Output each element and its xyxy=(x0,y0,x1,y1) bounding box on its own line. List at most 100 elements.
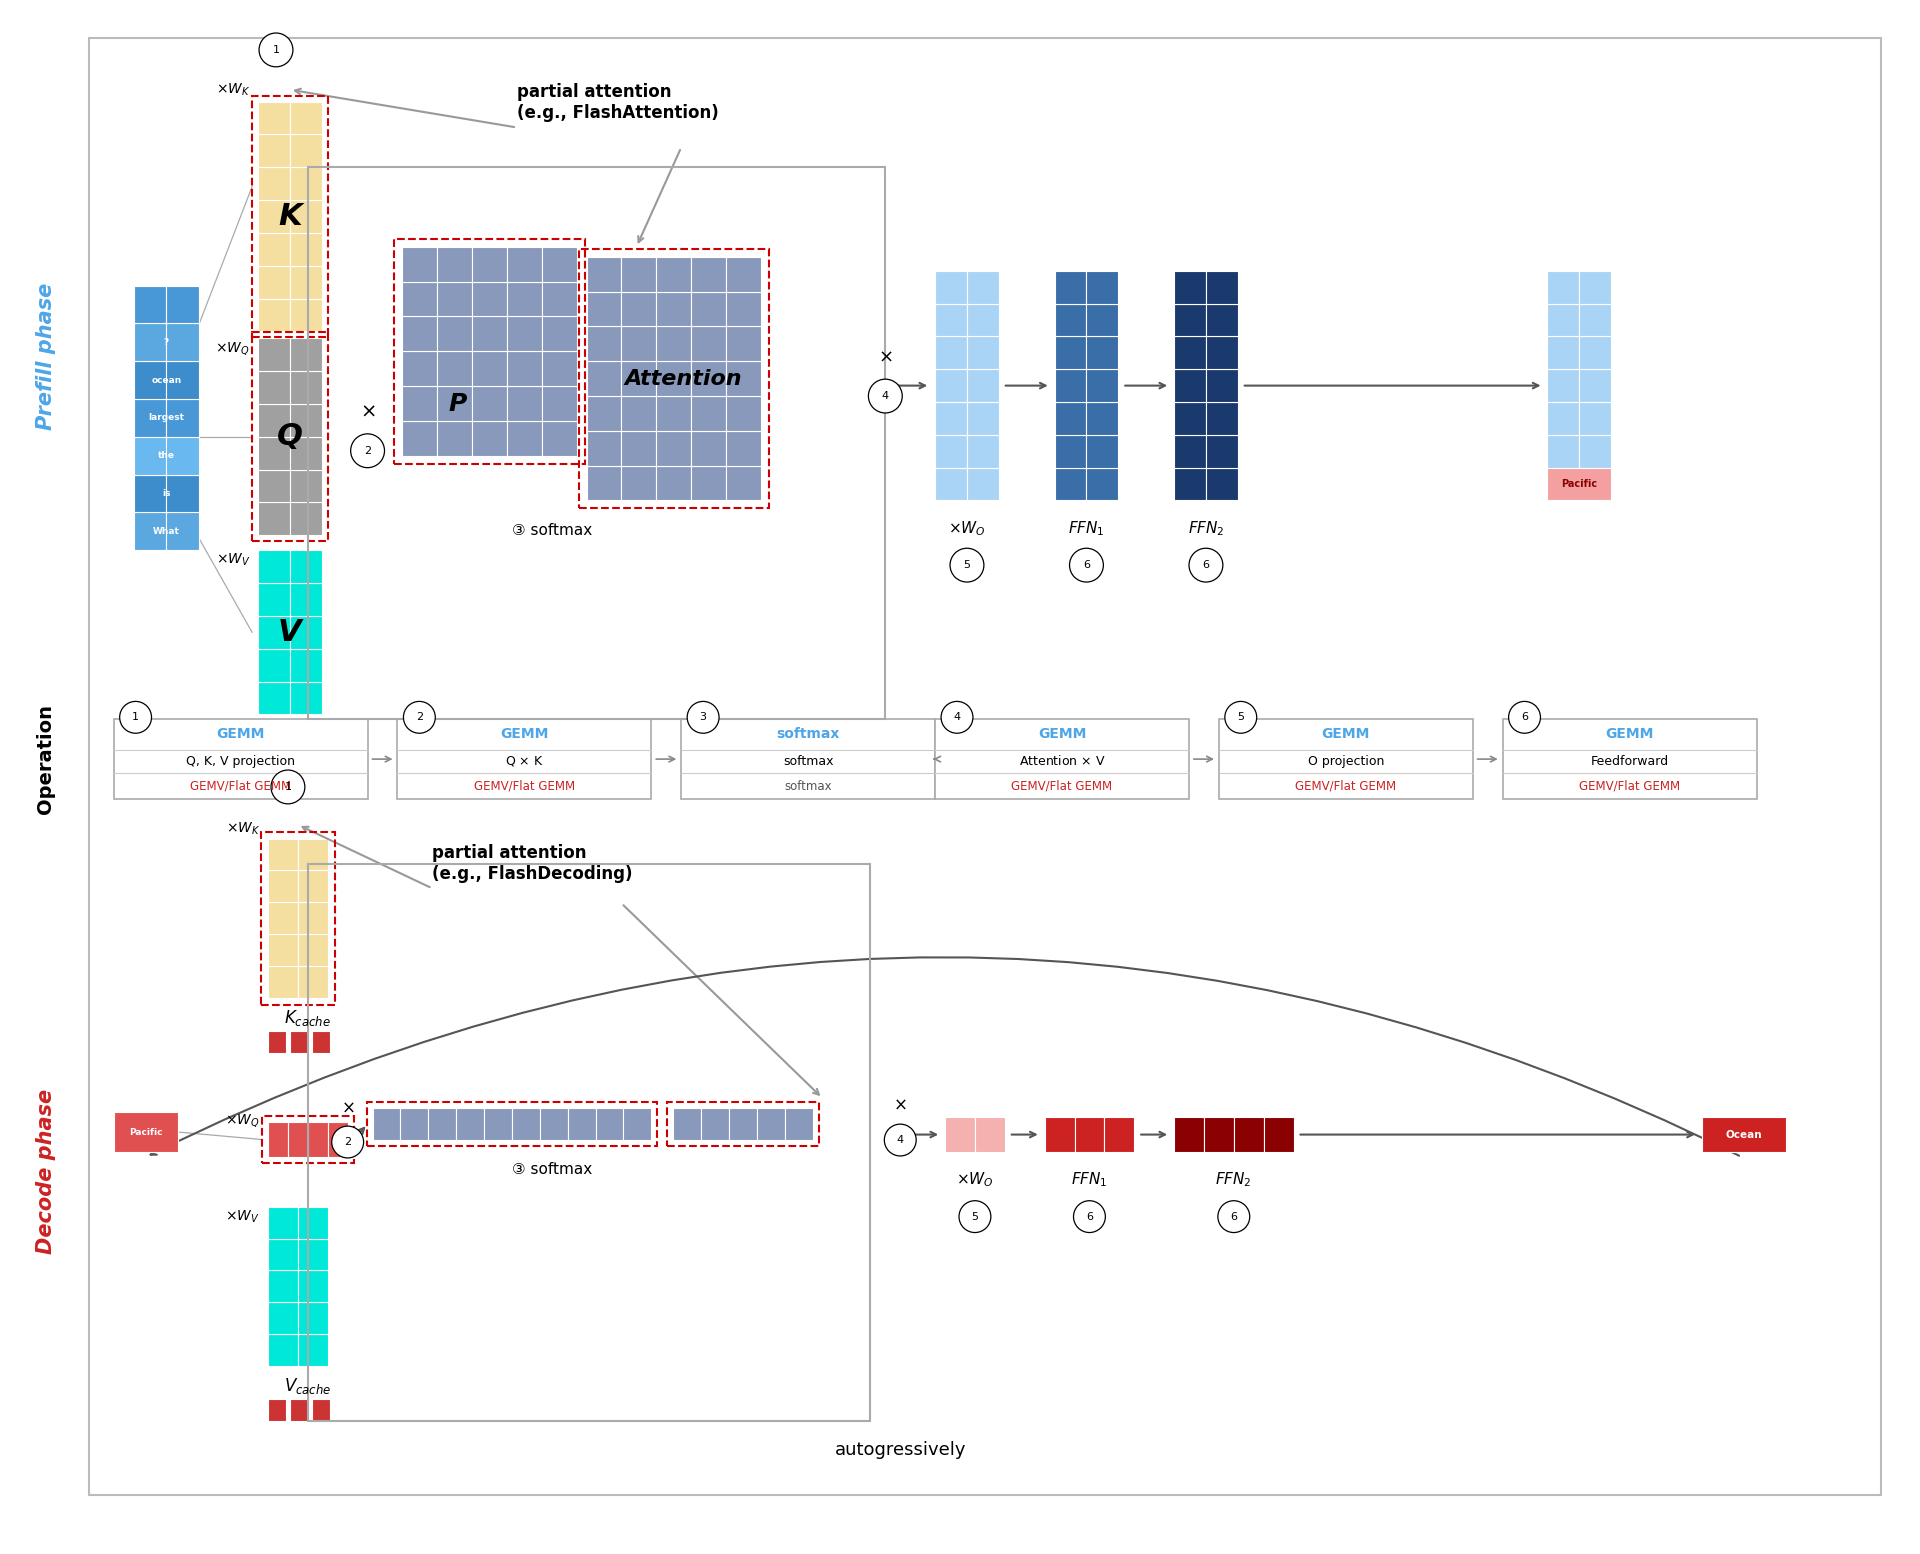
Bar xyxy=(269,1270,298,1302)
Bar xyxy=(269,1333,298,1366)
Bar xyxy=(1219,720,1473,799)
Bar xyxy=(1548,303,1580,336)
Text: What: What xyxy=(154,527,180,536)
Bar xyxy=(261,1116,353,1162)
Bar xyxy=(1054,270,1087,303)
Bar xyxy=(935,468,968,500)
Text: $V_{cache}$: $V_{cache}$ xyxy=(284,1375,332,1395)
Text: $FFN_1$: $FFN_1$ xyxy=(1071,1170,1108,1189)
Bar xyxy=(298,903,328,934)
Bar xyxy=(261,831,334,1005)
Bar xyxy=(257,469,290,502)
Circle shape xyxy=(868,379,902,413)
Bar xyxy=(252,96,328,337)
Text: $\times W_Q$: $\times W_Q$ xyxy=(215,340,250,357)
Bar xyxy=(1206,435,1238,468)
Bar xyxy=(1204,1117,1235,1152)
Bar xyxy=(290,648,323,682)
Bar xyxy=(622,361,657,396)
Bar xyxy=(1548,402,1580,435)
Bar xyxy=(657,256,691,292)
Bar xyxy=(298,1270,328,1302)
Bar xyxy=(726,466,760,500)
Bar xyxy=(290,233,323,266)
Bar xyxy=(1173,468,1206,500)
Text: O projection: O projection xyxy=(1308,755,1384,768)
Bar xyxy=(472,351,507,385)
Text: $\times W_K$: $\times W_K$ xyxy=(215,81,250,98)
Bar xyxy=(290,339,323,371)
Bar xyxy=(541,247,576,281)
Text: Pacific: Pacific xyxy=(129,1128,163,1136)
Bar xyxy=(1087,270,1117,303)
Bar xyxy=(541,421,576,455)
Bar xyxy=(257,682,290,715)
Bar xyxy=(1173,370,1206,402)
Bar xyxy=(622,256,657,292)
Text: 6: 6 xyxy=(1521,712,1528,723)
Text: 6: 6 xyxy=(1087,1212,1092,1221)
Text: $\times$: $\times$ xyxy=(342,1099,355,1116)
Bar xyxy=(269,1030,286,1052)
Bar xyxy=(726,430,760,466)
Bar xyxy=(438,281,472,317)
Bar xyxy=(1548,270,1580,303)
Text: GEMV/Flat GEMM: GEMV/Flat GEMM xyxy=(190,780,292,793)
Text: K: K xyxy=(278,202,301,232)
Bar xyxy=(269,1302,298,1333)
Bar xyxy=(367,1102,657,1145)
Circle shape xyxy=(885,1124,916,1156)
Text: 2: 2 xyxy=(344,1138,351,1147)
Bar xyxy=(269,967,298,998)
Text: GEMV/Flat GEMM: GEMV/Flat GEMM xyxy=(1012,780,1112,793)
Bar xyxy=(540,1108,568,1141)
Bar xyxy=(113,720,367,799)
Bar xyxy=(372,1108,401,1141)
Bar xyxy=(134,399,167,437)
Bar xyxy=(1104,1117,1135,1152)
Bar xyxy=(1173,303,1206,336)
Text: ③ softmax: ③ softmax xyxy=(511,1162,591,1178)
Bar xyxy=(134,513,167,550)
Bar xyxy=(307,168,885,720)
Bar xyxy=(756,1108,785,1141)
Bar xyxy=(167,286,200,323)
Bar xyxy=(968,270,998,303)
Text: Decode phase: Decode phase xyxy=(36,1089,56,1254)
Bar xyxy=(622,292,657,326)
Bar xyxy=(134,474,167,513)
Bar xyxy=(269,1207,298,1239)
Text: 6: 6 xyxy=(1202,559,1210,570)
Bar xyxy=(1087,303,1117,336)
Text: $\times$: $\times$ xyxy=(893,1096,906,1113)
Text: ocean: ocean xyxy=(152,376,182,385)
Bar xyxy=(657,430,691,466)
Bar xyxy=(968,370,998,402)
Bar xyxy=(1087,402,1117,435)
Text: GEMV/Flat GEMM: GEMV/Flat GEMM xyxy=(1296,780,1396,793)
Bar xyxy=(935,370,968,402)
Text: 5: 5 xyxy=(972,1212,979,1221)
Text: GEMM: GEMM xyxy=(1039,727,1087,741)
Text: 4: 4 xyxy=(897,1134,904,1145)
Text: $\times W_Q$: $\times W_Q$ xyxy=(225,1111,259,1128)
Bar xyxy=(1054,370,1087,402)
Bar xyxy=(134,361,167,399)
Text: 5: 5 xyxy=(964,559,970,570)
Text: $\times W_V$: $\times W_V$ xyxy=(225,1209,259,1225)
Bar xyxy=(668,1102,818,1145)
Bar xyxy=(257,615,290,648)
Bar xyxy=(457,1108,484,1141)
Bar xyxy=(1173,1117,1204,1152)
Text: 1: 1 xyxy=(132,712,138,723)
Bar xyxy=(257,550,290,583)
Bar xyxy=(968,303,998,336)
Bar xyxy=(290,1030,307,1052)
Bar xyxy=(134,286,167,323)
Bar xyxy=(403,351,438,385)
Bar xyxy=(403,385,438,421)
Bar xyxy=(257,371,290,404)
Bar xyxy=(269,839,298,870)
Bar xyxy=(269,1122,288,1156)
Text: softmax: softmax xyxy=(783,755,833,768)
